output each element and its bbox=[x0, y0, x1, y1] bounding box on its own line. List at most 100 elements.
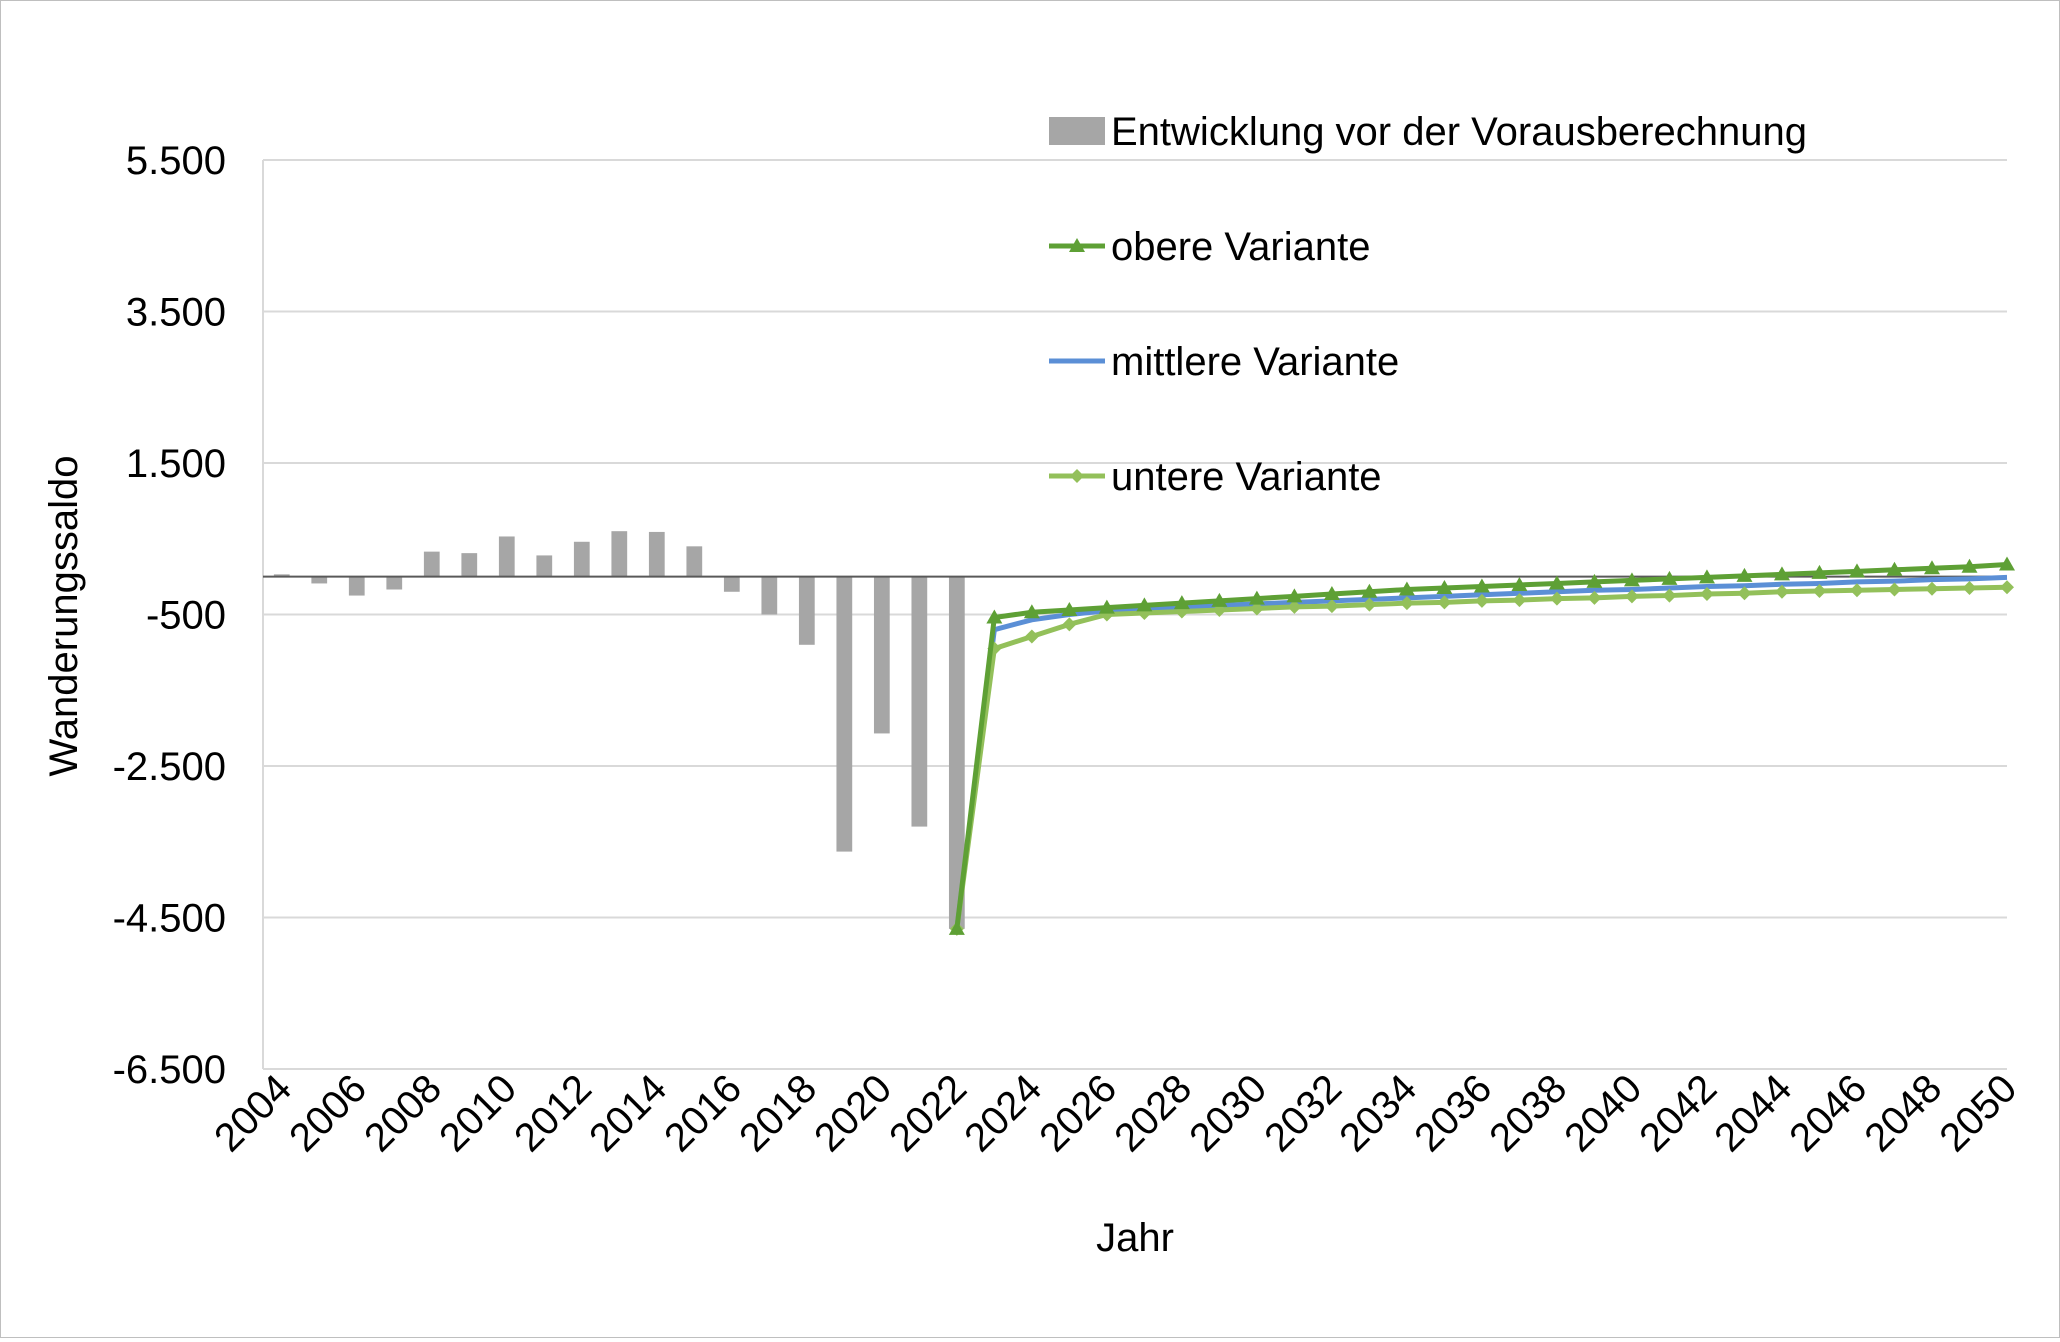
bar bbox=[573, 541, 590, 577]
x-tick-label: 2014 bbox=[581, 1066, 675, 1160]
series-line bbox=[954, 562, 2008, 930]
data-point bbox=[1324, 599, 1339, 614]
line-series bbox=[948, 556, 2015, 936]
data-point bbox=[1623, 572, 1640, 587]
data-point bbox=[1848, 563, 1865, 578]
data-point bbox=[1587, 590, 1602, 605]
data-point bbox=[1362, 597, 1377, 612]
data-point bbox=[1849, 583, 1864, 598]
data-point bbox=[1323, 586, 1340, 601]
data-point bbox=[1024, 629, 1039, 644]
data-point bbox=[1023, 604, 1040, 619]
data-point bbox=[1474, 593, 1489, 608]
data-point bbox=[1548, 575, 1565, 590]
y-axis-label: Wanderungssaldo bbox=[42, 456, 86, 777]
data-point bbox=[1774, 584, 1789, 599]
bar bbox=[498, 536, 515, 577]
data-point bbox=[1512, 593, 1527, 608]
data-point bbox=[1811, 564, 1828, 579]
data-point bbox=[1737, 586, 1752, 601]
legend-marker bbox=[1070, 469, 1084, 483]
data-point bbox=[1473, 578, 1490, 593]
bar bbox=[648, 531, 665, 577]
x-tick-label: 2022 bbox=[881, 1066, 975, 1160]
x-tick-label: 2018 bbox=[731, 1066, 825, 1160]
legend-swatch bbox=[1049, 117, 1105, 145]
data-point bbox=[1136, 597, 1153, 612]
data-point bbox=[1812, 584, 1827, 599]
bar bbox=[686, 546, 703, 577]
x-tick-label: 2020 bbox=[806, 1066, 900, 1160]
data-point bbox=[2000, 580, 2014, 595]
data-point bbox=[1098, 599, 1115, 614]
data-point bbox=[1887, 582, 1902, 597]
data-point bbox=[1586, 573, 1603, 588]
x-tick-label: 2048 bbox=[1856, 1066, 1950, 1160]
data-point bbox=[1436, 579, 1453, 594]
data-point bbox=[1437, 595, 1452, 610]
legend-label: obere Variante bbox=[1111, 225, 1370, 269]
bar bbox=[386, 576, 403, 590]
data-point bbox=[1999, 556, 2015, 571]
data-point bbox=[1699, 587, 1714, 602]
x-tick-label: 2008 bbox=[356, 1066, 450, 1160]
y-tick-label: -500 bbox=[146, 594, 226, 638]
data-point bbox=[1698, 569, 1715, 584]
bar bbox=[798, 576, 815, 645]
x-tick-label: 2046 bbox=[1781, 1066, 1875, 1160]
data-point bbox=[1549, 591, 1564, 606]
x-tick-label: 2026 bbox=[1031, 1066, 1125, 1160]
x-tick-label: 2044 bbox=[1706, 1066, 1800, 1160]
data-point bbox=[1061, 601, 1078, 616]
data-point bbox=[1736, 567, 1753, 582]
data-point bbox=[1398, 581, 1415, 596]
x-tick-label: 2036 bbox=[1406, 1066, 1500, 1160]
data-point bbox=[1286, 588, 1303, 603]
bar bbox=[348, 576, 365, 596]
y-tick-label: 3.500 bbox=[126, 291, 226, 335]
legend-label: untere Variante bbox=[1111, 455, 1382, 499]
bar bbox=[761, 576, 778, 615]
y-tick-label: -6.500 bbox=[113, 1048, 226, 1092]
data-point bbox=[1923, 560, 1940, 575]
x-tick-label: 2032 bbox=[1256, 1066, 1350, 1160]
data-point bbox=[1287, 599, 1302, 614]
bar bbox=[611, 531, 628, 577]
x-tick-label: 2040 bbox=[1556, 1066, 1650, 1160]
data-point bbox=[1662, 588, 1677, 603]
grid-lines bbox=[262, 159, 2007, 1070]
data-point bbox=[1399, 596, 1414, 611]
data-point bbox=[1249, 601, 1264, 616]
bar bbox=[536, 555, 553, 577]
data-point bbox=[1661, 570, 1678, 585]
data-point bbox=[1511, 576, 1528, 591]
bar bbox=[723, 576, 740, 592]
data-point bbox=[1624, 589, 1639, 604]
data-point bbox=[1248, 590, 1265, 605]
x-tick-label: 2024 bbox=[956, 1066, 1050, 1160]
data-point bbox=[986, 609, 1003, 624]
data-point bbox=[1211, 592, 1228, 607]
bar bbox=[311, 576, 328, 584]
bar bbox=[423, 551, 440, 577]
data-point bbox=[948, 920, 965, 935]
data-point bbox=[1962, 580, 1977, 595]
data-point bbox=[1361, 583, 1378, 598]
bar bbox=[273, 574, 290, 577]
data-point bbox=[1773, 566, 1790, 581]
x-tick-label: 2016 bbox=[656, 1066, 750, 1160]
x-tick-label: 2012 bbox=[506, 1066, 600, 1160]
x-tick-label: 2038 bbox=[1481, 1066, 1575, 1160]
x-tick-label: 2050 bbox=[1931, 1066, 2025, 1160]
bar bbox=[911, 576, 928, 827]
bar bbox=[461, 553, 478, 577]
bar bbox=[873, 576, 890, 734]
x-tick-labels: 2004200620082010201220142016201820202022… bbox=[206, 1066, 2025, 1160]
x-tick-label: 2030 bbox=[1181, 1066, 1275, 1160]
y-tick-label: 5.500 bbox=[126, 139, 226, 183]
x-tick-label: 2034 bbox=[1331, 1066, 1425, 1160]
data-point bbox=[1924, 581, 1939, 596]
legend: Entwicklung vor der Vorausberechnung ober… bbox=[1049, 110, 1807, 499]
series-line bbox=[954, 574, 2008, 930]
